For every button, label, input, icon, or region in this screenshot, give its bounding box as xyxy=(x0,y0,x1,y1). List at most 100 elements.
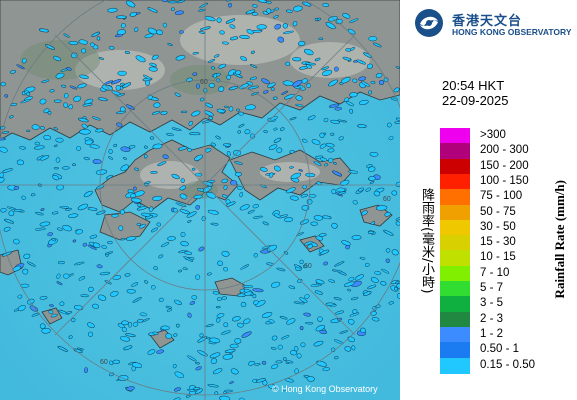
radar-echo xyxy=(142,318,150,323)
legend-row: 0.50 - 1 xyxy=(440,342,570,359)
radar-echo xyxy=(305,172,316,178)
radar-echo xyxy=(302,1,312,7)
radar-echo xyxy=(212,368,223,375)
radar-echo xyxy=(130,197,142,203)
radar-echo xyxy=(186,211,197,218)
radar-echo xyxy=(296,353,302,359)
radar-echo xyxy=(13,208,23,212)
radar-echo xyxy=(216,317,221,323)
radar-echo xyxy=(218,86,225,92)
radar-echo xyxy=(295,103,304,107)
radar-echo xyxy=(237,185,243,191)
radar-echo xyxy=(178,146,188,151)
legend-range: 30 - 50 xyxy=(480,220,516,233)
radar-echo xyxy=(112,275,122,280)
radar-echo xyxy=(328,279,336,283)
radar-echo xyxy=(347,288,351,292)
radar-echo xyxy=(121,22,126,29)
radar-echo xyxy=(329,103,340,108)
radar-echo xyxy=(71,317,76,323)
radar-echo xyxy=(351,235,362,240)
radar-echo xyxy=(329,304,337,308)
legend-range: >300 xyxy=(480,129,506,141)
radar-echo xyxy=(72,163,76,167)
radar-echo xyxy=(82,242,87,247)
radar-echo xyxy=(252,215,264,219)
radar-echo xyxy=(352,78,358,83)
radar-echo xyxy=(0,208,7,213)
radar-echo xyxy=(260,78,270,85)
radar-echo xyxy=(99,271,111,276)
radar-echo xyxy=(61,84,67,88)
radar-echo xyxy=(226,150,231,157)
radar-echo xyxy=(161,242,170,248)
radar-echo xyxy=(103,80,114,85)
radar-echo xyxy=(319,143,327,149)
radar-echo xyxy=(17,294,23,299)
radar-echo xyxy=(120,146,131,152)
radar-echo xyxy=(16,64,25,70)
radar-echo xyxy=(211,66,215,70)
radar-echo xyxy=(26,92,31,96)
radar-echo xyxy=(68,41,79,45)
radar-echo xyxy=(273,165,281,172)
radar-echo xyxy=(187,355,197,362)
radar-echo xyxy=(337,191,346,195)
radar-echo xyxy=(293,301,305,305)
radar-echo xyxy=(144,33,154,39)
radar-echo xyxy=(20,99,31,104)
legend-row: 7 - 10 xyxy=(440,265,570,283)
radar-echo xyxy=(88,286,94,292)
radar-echo xyxy=(216,305,221,309)
radar-echo xyxy=(0,81,6,87)
radar-echo xyxy=(31,312,40,317)
radar-echo xyxy=(34,227,46,231)
radar-echo xyxy=(251,12,259,16)
radar-echo xyxy=(77,203,89,211)
radar-echo xyxy=(87,322,95,328)
legend-row: 5 - 7 xyxy=(440,281,570,298)
radar-echo xyxy=(208,116,213,120)
radar-echo xyxy=(234,171,242,177)
radar-echo xyxy=(84,139,94,145)
legend-title-cn: 降雨率(毫米/小時) xyxy=(419,188,434,294)
radar-echo xyxy=(194,154,204,161)
radar-echo xyxy=(270,347,277,350)
radar-echo xyxy=(277,344,283,350)
radar-echo xyxy=(49,89,55,93)
radar-echo xyxy=(27,261,36,267)
radar-echo xyxy=(210,222,219,226)
radar-echo xyxy=(237,130,241,134)
radar-echo xyxy=(2,168,13,173)
radar-echo xyxy=(207,209,219,215)
radar-echo xyxy=(332,170,343,177)
radar-echo xyxy=(178,30,184,34)
radar-echo xyxy=(55,72,65,79)
radar-echo xyxy=(240,56,248,62)
radar-echo xyxy=(108,156,113,160)
radar-echo xyxy=(393,87,400,93)
radar-echo xyxy=(328,79,338,87)
radar-echo xyxy=(269,172,274,178)
radar-echo xyxy=(221,250,230,257)
radar-echo xyxy=(289,166,294,169)
radar-echo xyxy=(338,136,344,141)
radar-echo xyxy=(4,94,9,98)
radar-echo xyxy=(117,70,127,76)
radar-echo xyxy=(132,322,139,327)
radar-echo xyxy=(321,66,329,71)
radar-echo xyxy=(347,336,355,343)
radar-echo xyxy=(344,346,352,352)
radar-echo xyxy=(284,217,293,223)
legend-range: 200 - 300 xyxy=(480,144,529,157)
radar-echo xyxy=(176,323,180,328)
radar-echo xyxy=(68,104,73,110)
radar-echo xyxy=(184,251,192,255)
radar-echo xyxy=(261,360,267,365)
radar-echo xyxy=(185,394,191,398)
radar-echo xyxy=(306,83,311,88)
radar-echo xyxy=(69,85,78,90)
radar-echo xyxy=(244,104,256,111)
radar-echo xyxy=(313,340,324,347)
radar-echo xyxy=(110,79,122,85)
